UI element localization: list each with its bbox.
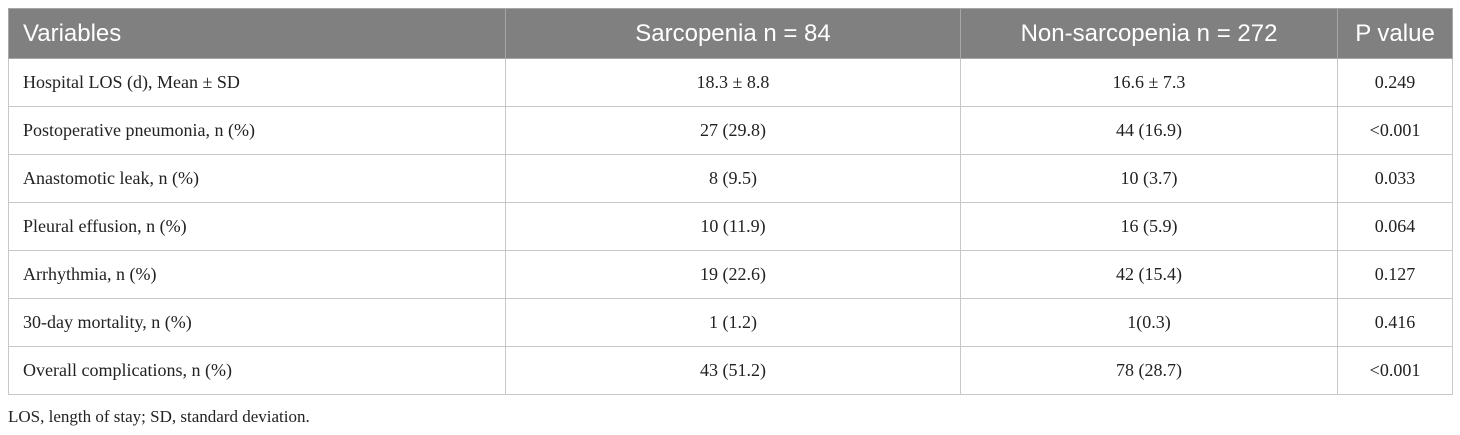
header-cell: Sarcopenia n = 84 [505, 8, 961, 59]
footnote: LOS, length of stay; SD, standard deviat… [8, 407, 310, 426]
table-cell: 1 (1.2) [505, 298, 961, 347]
table-cell: 43 (51.2) [505, 346, 961, 395]
table-cell: 27 (29.8) [505, 106, 961, 155]
table-cell: Overall complications, n (%) [8, 346, 506, 395]
table-cell: 42 (15.4) [960, 250, 1338, 299]
table-row: Pleural effusion, n (%) 10 (11.9) 16 (5.9)… [8, 202, 1453, 251]
header-cell: P value [1337, 8, 1453, 59]
header-row: Variables Sarcopenia n = 84 Non-sarcopenia… [8, 8, 1453, 59]
table-cell: Arrhythmia, n (%) [8, 250, 506, 299]
table-cell: <0.001 [1337, 106, 1453, 155]
header-cell: Variables [8, 8, 506, 59]
table-cell: 0.416 [1337, 298, 1453, 347]
header-cell: Non-sarcopenia n = 272 [960, 8, 1338, 59]
table-cell: <0.001 [1337, 346, 1453, 395]
results-table: Variables Sarcopenia n = 84 Non-sarcopenia… [8, 8, 1453, 395]
table-cell: 0.249 [1337, 58, 1453, 107]
table-cell: 16 (5.9) [960, 202, 1338, 251]
table-cell: Postoperative pneumonia, n (%) [8, 106, 506, 155]
table-cell: 30-day mortality, n (%) [8, 298, 506, 347]
table-row: Arrhythmia, n (%) 19 (22.6) 42 (15.4) 0.127 [8, 250, 1453, 299]
table-cell: Hospital LOS (d), Mean ± SD [8, 58, 506, 107]
table-cell: Anastomotic leak, n (%) [8, 154, 506, 203]
table-row: Postoperative pneumonia, n (%) 27 (29.8) 4… [8, 106, 1453, 155]
table-cell: 0.033 [1337, 154, 1453, 203]
table-cell: 78 (28.7) [960, 346, 1338, 395]
table-cell: 1(0.3) [960, 298, 1338, 347]
table-cell: 16.6 ± 7.3 [960, 58, 1338, 107]
table-cell: 10 (3.7) [960, 154, 1338, 203]
table-row: Hospital LOS (d), Mean ± SD 18.3 ± 8.8 16.… [8, 58, 1453, 107]
table-row: Overall complications, n (%) 43 (51.2) 78 … [8, 346, 1453, 395]
table-cell: Pleural effusion, n (%) [8, 202, 506, 251]
table-cell: 18.3 ± 8.8 [505, 58, 961, 107]
table-cell: 8 (9.5) [505, 154, 961, 203]
table-cell: 19 (22.6) [505, 250, 961, 299]
table-row: 30-day mortality, n (%) 1 (1.2) 1(0.3) 0.41… [8, 298, 1453, 347]
table-cell: 44 (16.9) [960, 106, 1338, 155]
table-cell: 0.064 [1337, 202, 1453, 251]
table-cell: 10 (11.9) [505, 202, 961, 251]
table-cell: 0.127 [1337, 250, 1453, 299]
table-body: Hospital LOS (d), Mean ± SD 18.3 ± 8.8 16.… [8, 58, 1453, 395]
table-row: Anastomotic leak, n (%) 8 (9.5) 10 (3.7) 0.… [8, 154, 1453, 203]
